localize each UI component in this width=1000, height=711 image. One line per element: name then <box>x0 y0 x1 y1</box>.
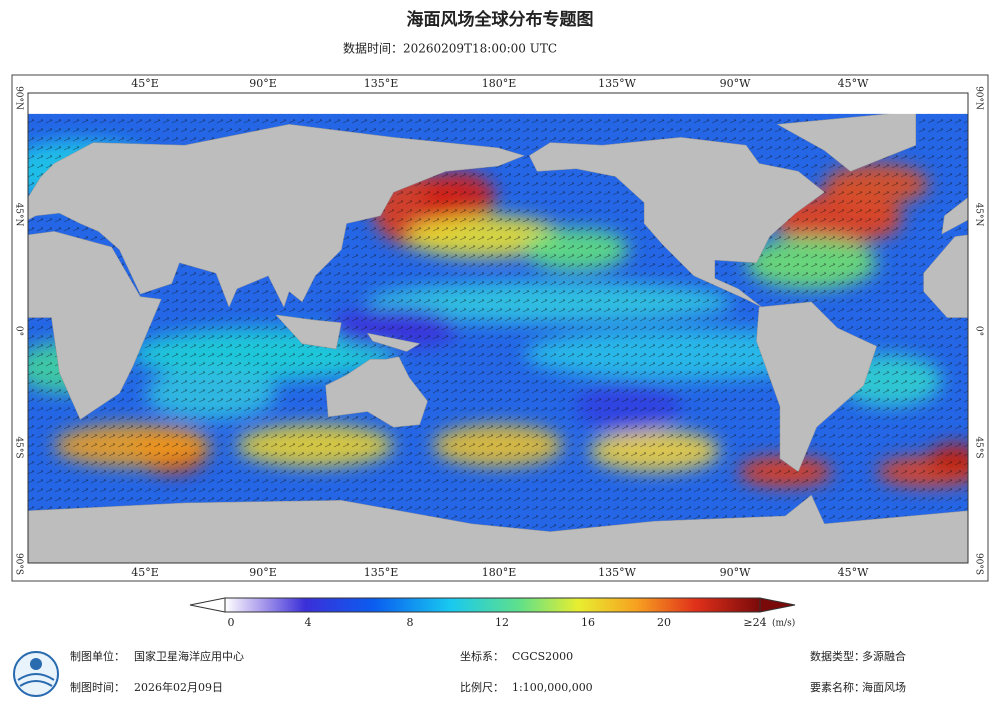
colorbar-high-arrow <box>759 597 796 613</box>
lon-label-top: 45°E <box>131 77 159 90</box>
colorbar <box>189 597 796 613</box>
lat-label-left: 90°N <box>14 86 24 110</box>
land <box>28 494 968 563</box>
land <box>366 332 421 352</box>
colorbar-tick-label: 4 <box>305 616 312 629</box>
footer-value: 多源融合 <box>862 649 906 663</box>
colorbar-tick-label: 0 <box>228 616 235 629</box>
lon-label-bottom: 90°W <box>720 566 751 579</box>
subtitle: 数据时间：20260209T18:00:00 UTC <box>343 41 557 56</box>
lat-label-left: 45°N <box>14 203 24 227</box>
colorbar-tick-label: 20 <box>657 616 671 629</box>
logo <box>13 651 59 697</box>
lat-label-right: 90°N <box>974 86 984 110</box>
lon-label-bottom: 90°E <box>249 566 277 579</box>
land <box>529 137 825 308</box>
lon-label-bottom: 45°E <box>131 566 159 579</box>
land <box>275 314 342 350</box>
colorbar-unit: (m/s) <box>772 618 795 629</box>
lat-label-left: 90°S <box>14 553 24 575</box>
footer-label: 坐标系： <box>460 649 504 663</box>
lon-label-bottom: 135°W <box>598 566 636 579</box>
lat-label-left: 0° <box>14 326 24 336</box>
footer-value: 2026年02月09日 <box>134 680 223 694</box>
outer-frame <box>11 74 989 582</box>
lon-label-top: 135°E <box>364 77 399 90</box>
land <box>923 234 968 318</box>
footer-value: 海面风场 <box>862 680 906 694</box>
footer-label: 制图时间： <box>70 681 125 694</box>
footer-value: 国家卫星海洋应用中心 <box>134 649 244 663</box>
colorbar-tick-label: 8 <box>407 616 414 629</box>
no-data <box>28 93 968 114</box>
lon-label-top: 45°W <box>838 77 869 90</box>
lon-label-bottom: 45°W <box>838 566 869 579</box>
colorbar-tick-label: 16 <box>581 616 595 629</box>
footer-value: 1:100,000,000 <box>512 681 593 694</box>
lat-label-right: 45°N <box>974 203 984 227</box>
land <box>28 231 162 420</box>
lon-label-top: 90°W <box>720 77 751 90</box>
footer-label: 要素名称： <box>810 680 865 694</box>
land <box>756 301 877 472</box>
colorbar-scale <box>224 597 761 613</box>
wind-map <box>28 93 968 563</box>
lat-label-right: 45°S <box>974 436 984 458</box>
land <box>325 356 428 428</box>
footer-value: CGCS2000 <box>512 650 573 663</box>
lon-label-top: 90°E <box>249 77 277 90</box>
lat-label-right: 90°S <box>974 553 984 575</box>
footer-label: 制图单位： <box>70 649 125 663</box>
colorbar-tick-label: ≥24 <box>743 616 766 629</box>
lon-label-bottom: 135°E <box>364 566 399 579</box>
lon-label-bottom: 180°E <box>482 566 517 579</box>
lon-label-top: 135°W <box>598 77 636 90</box>
land <box>941 196 968 235</box>
lon-label-top: 180°E <box>482 77 517 90</box>
lat-label-left: 45°S <box>14 436 24 458</box>
title: 海面风场全球分布专题图 <box>407 9 594 30</box>
colorbar-tick-label: 12 <box>495 616 509 629</box>
footer-label: 数据类型： <box>810 649 865 663</box>
lat-label-right: 0° <box>974 326 984 336</box>
land <box>28 124 525 308</box>
footer-label: 比例尺： <box>460 680 504 694</box>
map-frame <box>27 92 969 564</box>
colorbar-low-arrow <box>189 597 226 613</box>
